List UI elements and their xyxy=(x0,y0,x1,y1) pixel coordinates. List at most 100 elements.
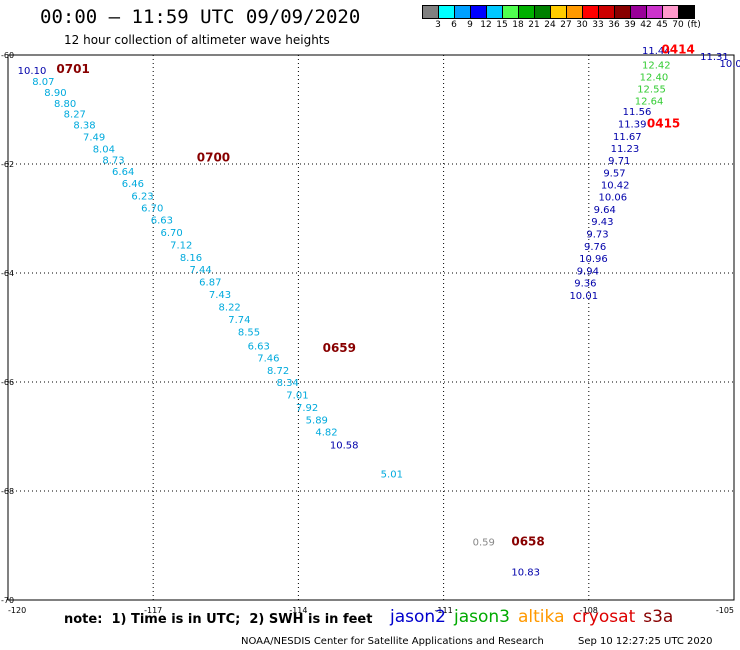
wave-height-value: 10.05 xyxy=(719,59,740,70)
wave-height-value: 11.31 xyxy=(700,52,729,63)
map-grid xyxy=(7,54,735,601)
wave-height-value: 8.16 xyxy=(180,253,202,264)
wave-height-value: 10.83 xyxy=(511,567,540,578)
legend-swatch xyxy=(454,5,471,19)
legend-label: 27 xyxy=(560,20,572,30)
wave-height-value: 7.44 xyxy=(190,265,212,276)
mission-label: jason3 xyxy=(454,607,510,627)
wave-height-value: 8.72 xyxy=(267,366,289,377)
wave-height-value: 6.23 xyxy=(131,191,153,202)
lon-tick-label: -111 xyxy=(435,606,453,615)
lat-tick-label: -68 xyxy=(1,487,14,496)
legend-label: 9 xyxy=(467,20,473,30)
wave-height-value: 6.63 xyxy=(151,215,173,226)
pass-time-label: 0700 xyxy=(197,150,230,164)
wave-height-value: 9.64 xyxy=(594,205,616,216)
wave-height-value: 11.67 xyxy=(613,132,642,143)
pass-time-label: 0659 xyxy=(323,341,356,355)
wave-height-value: 8.80 xyxy=(54,99,76,110)
wave-height-value: 7.92 xyxy=(296,403,318,414)
wave-height-value: 8.55 xyxy=(238,328,260,339)
wave-height-value: 9.73 xyxy=(586,230,608,241)
legend-swatch xyxy=(534,5,551,19)
wave-height-value: 8.73 xyxy=(102,155,124,166)
wave-height-value: 8.27 xyxy=(64,110,86,121)
mission-legend: jason2 jason3 altika cryosat s3a xyxy=(390,607,681,627)
mission-label: s3a xyxy=(643,607,674,627)
legend-label: 18 xyxy=(512,20,524,30)
legend-swatch xyxy=(646,5,663,19)
wave-height-value: 12.64 xyxy=(635,97,664,108)
pass-time-label: 0658 xyxy=(511,535,544,549)
wave-height-value: 7.12 xyxy=(170,240,192,251)
wave-height-value: 6.64 xyxy=(112,167,134,178)
legend-swatch xyxy=(502,5,519,19)
lat-tick-label: -64 xyxy=(1,269,14,278)
wave-height-value: 0.59 xyxy=(473,538,495,549)
wave-height-value: 9.57 xyxy=(603,169,625,180)
wave-height-value: 8.34 xyxy=(277,378,299,389)
legend-swatch xyxy=(422,5,439,19)
legend-label: 33 xyxy=(592,20,604,30)
wave-height-value: 8.04 xyxy=(93,145,115,156)
wave-height-value: 7.46 xyxy=(257,353,279,364)
generated-timestamp: Sep 10 12:27:25 UTC 2020 xyxy=(578,636,713,647)
lon-tick-label: -108 xyxy=(580,606,598,615)
wave-height-value: 8.22 xyxy=(219,303,241,314)
wave-height-value: 7.01 xyxy=(286,390,308,401)
lat-tick-label: -70 xyxy=(1,596,14,605)
wave-height-observations: 10.108.078.908.808.278.387.498.048.736.6… xyxy=(18,46,740,579)
color-scale-labels: 3 6 9 12 15 18 21 24 27 30 33 36 39 42 45 70 (ft) xyxy=(422,20,740,34)
mission-label: jason2 xyxy=(390,607,446,627)
wave-height-value: 10.01 xyxy=(569,291,598,302)
legend-label: 42 xyxy=(640,20,652,30)
wave-height-value: 6.87 xyxy=(199,278,221,289)
wave-height-value: 9.43 xyxy=(591,217,613,228)
legend-label: 15 xyxy=(496,20,508,30)
wave-height-value: 12.55 xyxy=(637,85,666,96)
lat-tick-label: -60 xyxy=(1,51,14,60)
wave-height-value: 11.39 xyxy=(618,119,647,130)
legend-label: 3 xyxy=(435,20,441,30)
legend-swatch xyxy=(598,5,615,19)
wave-height-value: 12.40 xyxy=(640,73,669,84)
wave-height-value: 7.43 xyxy=(209,290,231,301)
wave-height-value: 5.89 xyxy=(306,415,328,426)
lon-tick-label: -114 xyxy=(289,606,307,615)
wave-height-value: 8.38 xyxy=(73,121,95,132)
legend-swatch xyxy=(550,5,567,19)
legend-label: 6 xyxy=(451,20,457,30)
wave-height-value: 9.71 xyxy=(608,156,630,167)
wave-height-value: 10.59 xyxy=(739,66,740,77)
pass-time-label: 1152 xyxy=(739,42,740,56)
footer-note: note: 1) Time is in UTC; 2) SWH is in fe… xyxy=(64,612,373,627)
color-scale-legend xyxy=(422,5,695,19)
wave-height-value: 11.56 xyxy=(623,107,652,118)
wave-height-value: 10.58 xyxy=(330,440,359,451)
legend-swatch xyxy=(518,5,535,19)
wave-height-value: 8.90 xyxy=(44,88,66,99)
wave-height-value: 7.49 xyxy=(83,133,105,144)
wave-height-value: 8.07 xyxy=(32,77,54,88)
wave-height-value: 9.76 xyxy=(584,242,606,253)
legend-label: 36 xyxy=(608,20,620,30)
wave-height-value: 9.94 xyxy=(577,267,599,278)
legend-swatch xyxy=(662,5,679,19)
legend-label: 12 xyxy=(480,20,492,30)
wave-height-value: 11.44 xyxy=(642,46,671,57)
wave-height-value: 10.42 xyxy=(601,181,630,192)
wave-height-value: 11.23 xyxy=(611,144,640,155)
legend-label: 39 xyxy=(624,20,636,30)
legend-unit: (ft) xyxy=(687,20,701,30)
mission-label: cryosat xyxy=(572,607,636,627)
page-title: 00:00 – 11:59 UTC 09/09/2020 xyxy=(40,6,361,28)
legend-swatch xyxy=(566,5,583,19)
legend-label: 70 xyxy=(672,20,684,30)
lon-tick-label: -120 xyxy=(8,606,26,615)
legend-label: 30 xyxy=(576,20,588,30)
legend-swatch xyxy=(486,5,503,19)
legend-label: 45 xyxy=(656,20,668,30)
legend-label: 24 xyxy=(544,20,556,30)
pass-time-labels: 0701 0700 0659 0658 0415 0414 1152 xyxy=(56,42,740,548)
